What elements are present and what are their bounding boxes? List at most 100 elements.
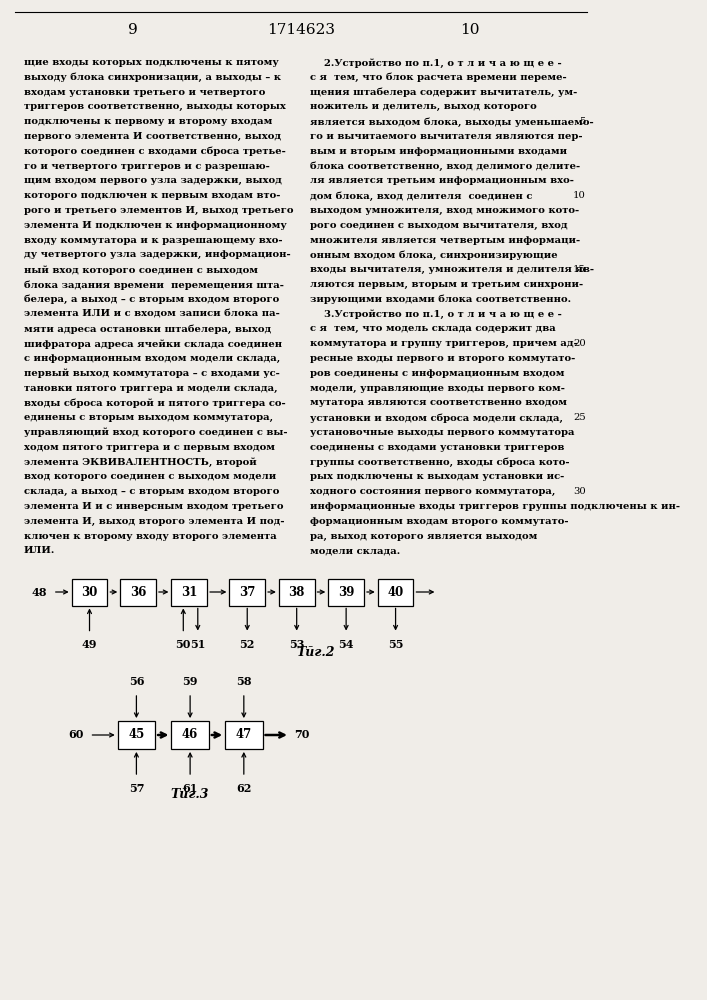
Text: щим входом первого узла задержки, выход: щим входом первого узла задержки, выход <box>24 176 282 185</box>
Text: установки и входом сброса модели склада,: установки и входом сброса модели склада, <box>310 413 563 423</box>
Text: зирующими входами блока соответственно.: зирующими входами блока соответственно. <box>310 295 571 304</box>
Text: щения штабелера содержит вычитатель, ум-: щения штабелера содержит вычитатель, ум- <box>310 88 578 97</box>
Text: блока соответственно, вход делимого делите-: блока соответственно, вход делимого дели… <box>310 162 580 171</box>
Text: 51: 51 <box>190 640 206 650</box>
Text: 2.Устройство по п.1, о т л и ч а ю щ е е -: 2.Устройство по п.1, о т л и ч а ю щ е е… <box>310 58 562 68</box>
Text: выходу блока синхронизации, а выходы – к: выходу блока синхронизации, а выходы – к <box>24 73 281 82</box>
Text: 25: 25 <box>573 413 585 422</box>
Text: коммутатора и группу триггеров, причем ад-: коммутатора и группу триггеров, причем а… <box>310 339 578 348</box>
Text: мутатора являются соответственно входом: мутатора являются соответственно входом <box>310 398 568 407</box>
Text: управляющий вход которого соединен с вы-: управляющий вход которого соединен с вы- <box>24 428 287 437</box>
Text: 70: 70 <box>294 729 310 740</box>
Text: Τӣг.3: Τӣг.3 <box>171 788 209 802</box>
Text: 10: 10 <box>460 23 480 37</box>
Text: 52: 52 <box>240 640 255 650</box>
Text: шифратора адреса ячейки склада соединен: шифратора адреса ячейки склада соединен <box>24 339 282 349</box>
FancyBboxPatch shape <box>328 578 364 605</box>
Text: группы соответственно, входы сброса кото-: группы соответственно, входы сброса кото… <box>310 458 570 467</box>
Text: выходом умножителя, вход множимого кото-: выходом умножителя, вход множимого кото- <box>310 206 580 215</box>
Text: является выходом блока, выходы уменьшаемо-: является выходом блока, выходы уменьшаем… <box>310 117 594 127</box>
Text: ров соединены с информационным входом: ров соединены с информационным входом <box>310 369 565 378</box>
FancyBboxPatch shape <box>378 578 414 605</box>
Text: ду четвертого узла задержки, информацион-: ду четвертого узла задержки, информацион… <box>24 250 291 259</box>
Text: элемента И, выход второго элемента И под-: элемента И, выход второго элемента И под… <box>24 517 284 526</box>
Text: 50: 50 <box>175 640 191 650</box>
Text: вым и вторым информационными входами: вым и вторым информационными входами <box>310 147 568 156</box>
Text: модели склада.: модели склада. <box>310 546 401 555</box>
FancyBboxPatch shape <box>171 721 209 749</box>
Text: ходного состояния первого коммутатора,: ходного состояния первого коммутатора, <box>310 487 556 496</box>
Text: с я  тем, что блок расчета времени переме-: с я тем, что блок расчета времени переме… <box>310 73 567 82</box>
Text: ляются первым, вторым и третьим синхрони-: ляются первым, вторым и третьим синхрони… <box>310 280 583 289</box>
Text: рого соединен с выходом вычитателя, вход: рого соединен с выходом вычитателя, вход <box>310 221 568 230</box>
Text: ный вход которого соединен с выходом: ный вход которого соединен с выходом <box>24 265 258 275</box>
Text: 54: 54 <box>339 640 354 650</box>
Text: ра, выход которого является выходом: ра, выход которого является выходом <box>310 532 538 541</box>
Text: формационным входам второго коммутато-: формационным входам второго коммутато- <box>310 517 569 526</box>
Text: 53: 53 <box>289 640 305 650</box>
Text: с информационным входом модели склада,: с информационным входом модели склада, <box>24 354 280 363</box>
Text: рых подключены к выходам установки ис-: рых подключены к выходам установки ис- <box>310 472 565 481</box>
Text: единены с вторым выходом коммутатора,: единены с вторым выходом коммутатора, <box>24 413 273 422</box>
Text: онным входом блока, синхронизирующие: онным входом блока, синхронизирующие <box>310 250 558 260</box>
Text: входу коммутатора и к разрешающему вхо-: входу коммутатора и к разрешающему вхо- <box>24 236 282 245</box>
FancyBboxPatch shape <box>120 578 156 605</box>
Text: элемента И и с инверсным входом третьего: элемента И и с инверсным входом третьего <box>24 502 284 511</box>
Text: рого и третьего элементов И, выход третьего: рого и третьего элементов И, выход треть… <box>24 206 293 215</box>
Text: 46: 46 <box>182 728 198 741</box>
Text: склада, а выход – с вторым входом второго: склада, а выход – с вторым входом второг… <box>24 487 279 496</box>
FancyBboxPatch shape <box>171 578 207 605</box>
Text: соединены с входами установки триггеров: соединены с входами установки триггеров <box>310 443 565 452</box>
Text: 36: 36 <box>130 585 146 598</box>
Text: ходом пятого триггера и с первым входом: ходом пятого триггера и с первым входом <box>24 443 275 452</box>
Text: вход которого соединен с выходом модели: вход которого соединен с выходом модели <box>24 472 276 481</box>
Text: белера, а выход – с вторым входом второго: белера, а выход – с вторым входом второг… <box>24 295 279 304</box>
Text: 45: 45 <box>128 728 144 741</box>
Text: 39: 39 <box>338 585 354 598</box>
FancyBboxPatch shape <box>279 578 315 605</box>
Text: 30: 30 <box>573 487 585 496</box>
Text: первый выход коммутатора – с входами ус-: первый выход коммутатора – с входами ус- <box>24 369 280 378</box>
Text: установочные выходы первого коммутатора: установочные выходы первого коммутатора <box>310 428 575 437</box>
Text: 31: 31 <box>181 585 197 598</box>
Text: элемента ЭКВИВАЛЕНТНОСТЬ, второй: элемента ЭКВИВАЛЕНТНОСТЬ, второй <box>24 458 257 467</box>
Text: 59: 59 <box>182 676 198 687</box>
Text: 47: 47 <box>235 728 252 741</box>
Text: 49: 49 <box>82 640 98 650</box>
Text: 48: 48 <box>31 586 47 597</box>
Text: дом блока, вход делителя  соединен с: дом блока, вход делителя соединен с <box>310 191 533 201</box>
Text: информационные входы триггеров группы подключены к ин-: информационные входы триггеров группы по… <box>310 502 680 511</box>
Text: ключен к второму входу второго элемента: ключен к второму входу второго элемента <box>24 532 276 541</box>
Text: 30: 30 <box>81 585 98 598</box>
Text: модели, управляющие входы первого ком-: модели, управляющие входы первого ком- <box>310 384 566 393</box>
Text: Τӣг.2: Τӣг.2 <box>296 647 334 660</box>
Text: 37: 37 <box>239 585 255 598</box>
Text: 62: 62 <box>236 783 252 794</box>
Text: 5: 5 <box>579 117 585 126</box>
Text: подключены к первому и второму входам: подключены к первому и второму входам <box>24 117 272 126</box>
Text: элемента ИЛИ и с входом записи блока па-: элемента ИЛИ и с входом записи блока па- <box>24 310 280 319</box>
Text: 61: 61 <box>182 783 198 794</box>
Text: 3.Устройство по п.1, о т л и ч а ю щ е е -: 3.Устройство по п.1, о т л и ч а ю щ е е… <box>310 310 562 319</box>
Text: триггеров соответственно, выходы которых: триггеров соответственно, выходы которых <box>24 102 286 111</box>
Text: входам установки третьего и четвертого: входам установки третьего и четвертого <box>24 88 265 97</box>
Text: 60: 60 <box>68 729 83 740</box>
Text: 20: 20 <box>573 339 585 348</box>
FancyBboxPatch shape <box>117 721 155 749</box>
Text: 10: 10 <box>573 191 585 200</box>
Text: щие входы которых подключены к пятому: щие входы которых подключены к пятому <box>24 58 279 67</box>
FancyBboxPatch shape <box>229 578 265 605</box>
Text: которого соединен с входами сброса третье-: которого соединен с входами сброса треть… <box>24 147 286 156</box>
Text: 58: 58 <box>236 676 252 687</box>
Text: 40: 40 <box>387 585 404 598</box>
Text: 57: 57 <box>129 783 144 794</box>
FancyBboxPatch shape <box>225 721 262 749</box>
Text: элемента И подключен к информационному: элемента И подключен к информационному <box>24 221 286 230</box>
Text: го и вычитаемого вычитателя являются пер-: го и вычитаемого вычитателя являются пер… <box>310 132 583 141</box>
Text: 38: 38 <box>288 585 305 598</box>
Text: го и четвертого триггеров и с разрешаю-: го и четвертого триггеров и с разрешаю- <box>24 162 269 171</box>
Text: мяти адреса остановки штабелера, выход: мяти адреса остановки штабелера, выход <box>24 324 271 334</box>
Text: с я  тем, что модель склада содержит два: с я тем, что модель склада содержит два <box>310 324 556 333</box>
Text: 55: 55 <box>388 640 403 650</box>
Text: которого подключен к первым входам вто-: которого подключен к первым входам вто- <box>24 191 280 200</box>
